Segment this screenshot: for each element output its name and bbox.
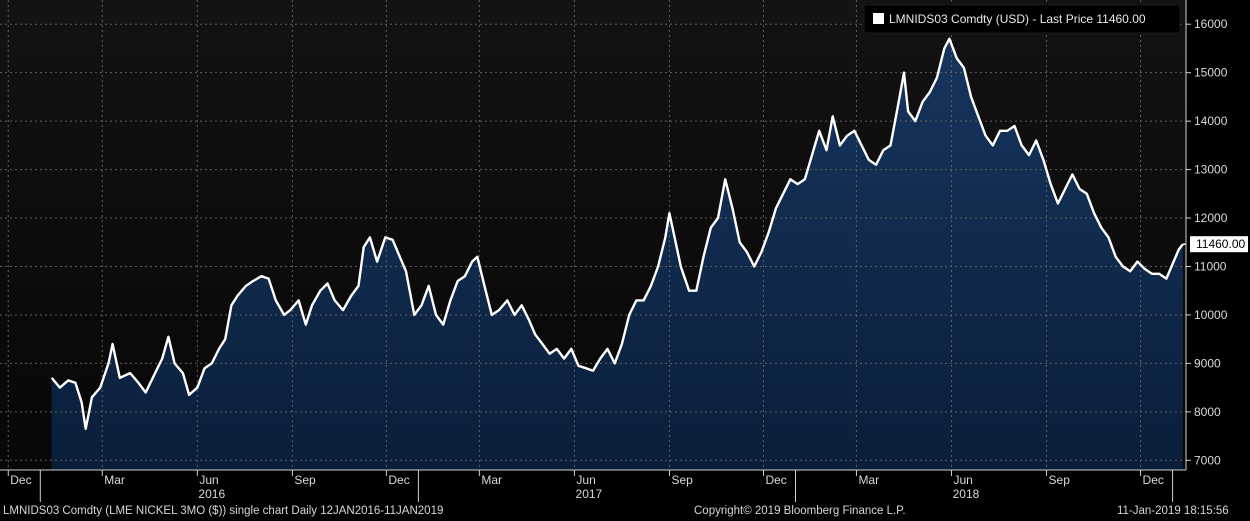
y-tick-label: 14000 — [1194, 114, 1228, 128]
legend-box — [863, 4, 1181, 34]
x-tick-label: Sep — [671, 473, 693, 487]
footer-timestamp: 11-Jan-2019 18:15:56 — [1117, 505, 1229, 517]
x-axis-ticks: Dec Mar Jun Sep Dec Mar Jun Sep Dec Mar Jun Sep Dec 2… — [7, 470, 1174, 502]
year-label: 2018 — [953, 487, 980, 501]
legend-swatch — [873, 13, 884, 24]
year-label: 2017 — [576, 487, 603, 501]
y-tick-label: 16000 — [1194, 17, 1228, 31]
y-tick-label: 13000 — [1194, 163, 1228, 177]
last-price-tag-box — [1190, 236, 1248, 253]
y-tick-label: 12000 — [1194, 211, 1228, 225]
legend: LMNIDS03 Comdty (USD) - Last Price 11460… — [863, 4, 1181, 34]
price-line — [50, 37, 1186, 430]
x-tick-label: Mar — [481, 473, 502, 487]
y-tick-label: 7000 — [1194, 453, 1221, 467]
x-tick-label: Jun — [953, 473, 972, 487]
series-area — [51, 38, 1183, 471]
grid-lines — [0, 0, 1186, 470]
x-tick-label: Mar — [104, 473, 125, 487]
price-area — [51, 38, 1183, 471]
x-tick-label: Sep — [1049, 473, 1071, 487]
x-tick-label: Dec — [10, 473, 31, 487]
legend-label: LMNIDS03 Comdty (USD) - Last Price 11460… — [889, 12, 1146, 26]
series-line — [50, 37, 1184, 430]
y-tick-label: 11000 — [1194, 259, 1227, 273]
x-tick-label: Dec — [1143, 473, 1164, 487]
x-tick-label: Jun — [576, 473, 595, 487]
x-tick-label: Jun — [199, 473, 218, 487]
y-tick-label: 9000 — [1194, 356, 1221, 370]
footer-description: LMNIDS03 Comdty (LME NICKEL 3MO ($)) sin… — [3, 505, 444, 517]
footer-copyright: Copyright© 2019 Bloomberg Finance L.P. — [694, 505, 906, 517]
y-tick-label: 15000 — [1194, 66, 1228, 80]
last-price-tag: 11460.00 — [1196, 237, 1245, 251]
x-tick-label: Sep — [294, 473, 316, 487]
y-tick-label: 8000 — [1194, 405, 1221, 419]
x-tick-label: Dec — [388, 473, 409, 487]
footer: LMNIDS03 Comdty (LME NICKEL 3MO ($)) sin… — [0, 504, 1250, 521]
last-price-marker: 11460.00 — [1190, 236, 1248, 253]
y-axis-ticks: 7000 8000 9000 10000 11000 12000 13000 14000 150… — [1186, 17, 1228, 467]
year-label: 2016 — [198, 487, 225, 501]
y-tick-label: 10000 — [1194, 308, 1228, 322]
x-tick-label: Mar — [858, 473, 879, 487]
x-tick-label: Dec — [765, 473, 786, 487]
